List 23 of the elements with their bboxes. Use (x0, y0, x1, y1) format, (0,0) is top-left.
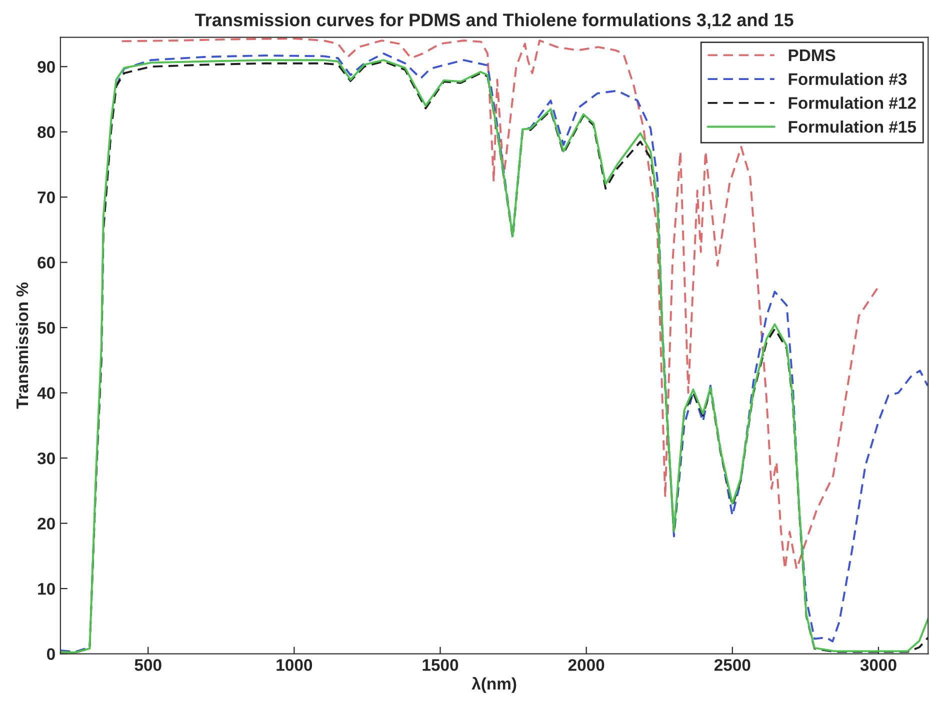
y-tick-label: 80 (38, 126, 55, 138)
legend-label: PDMS (788, 49, 836, 62)
x-tick-label: 1000 (276, 659, 312, 671)
x-tick-label: 1500 (422, 659, 458, 671)
x-tick-label: 3000 (860, 659, 896, 671)
y-tick-label: 60 (38, 256, 55, 269)
y-tick-label: 40 (37, 387, 55, 400)
y-tick-label: 20 (38, 518, 55, 530)
y-tick-label: 70 (38, 192, 55, 204)
legend-label: Formulation #15 (788, 120, 916, 133)
chart-title: Transmission curves for PDMS and Thiolene formulations 3,12 and 15 (195, 13, 794, 29)
y-tick-label: 30 (37, 452, 55, 464)
y-tick-label: 90 (38, 61, 55, 73)
x-axis-title: λ(nm) (472, 676, 516, 693)
y-tick-label: 0 (46, 648, 55, 660)
x-tick-label: 2500 (714, 659, 750, 671)
legend-label: Formulation #12 (788, 96, 916, 109)
x-tick-label: 500 (134, 659, 162, 671)
y-tick-label: 50 (38, 322, 55, 334)
y-tick-label: 10 (38, 582, 55, 595)
legend-label: Formulation #3 (788, 72, 907, 86)
y-axis-title: Transmission % (16, 282, 28, 409)
x-tick-label: 2000 (568, 659, 604, 671)
